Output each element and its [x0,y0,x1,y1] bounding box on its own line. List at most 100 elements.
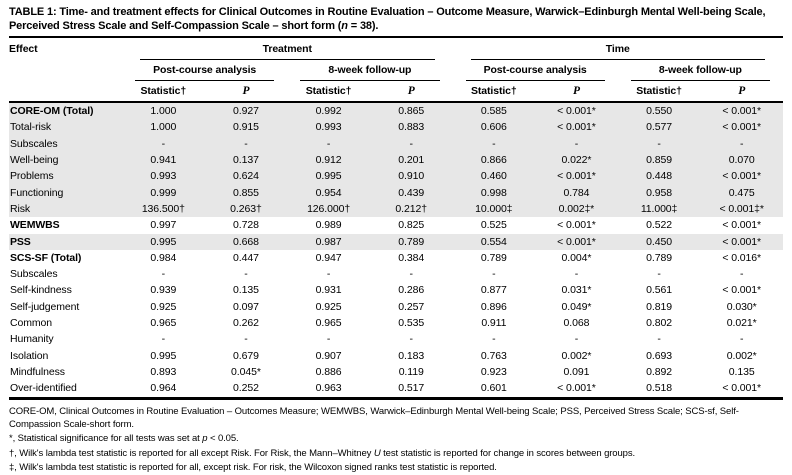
subgroup-treatment-postcourse: Post-course analysis [122,60,287,82]
cell-value: - [739,268,744,281]
table-title: TABLE 1: Time- and treatment effects for… [9,5,783,33]
footnote: †, Wilk's lambda test statistic is repor… [9,447,783,460]
cell-value: 10.000‡ [475,202,513,215]
cell-value: - [161,268,166,281]
cell-value: 0.004* [561,251,592,264]
cell-value: 0.049* [561,300,592,313]
cell-value: 0.866 [480,154,507,167]
table-row: Total-risk 1.000 0.915 0.993 0.883 0.606 < 0.0… [9,119,783,136]
cell-value: 0.252 [204,380,288,400]
subgroup-time-followup: 8-week follow-up [618,60,783,82]
row-label: Self-kindness [10,284,72,297]
table-title-text: Time- and treatment effects for Clinical… [9,6,766,33]
row-label: Isolation [10,349,49,362]
table-row: Self-kindness 0.939 0.135 0.931 0.286 0.877 0.… [9,282,783,298]
cell-value: 0.525 [480,219,507,232]
table-row: PSS 0.995 0.668 0.987 0.789 0.554 < 0.001* 0.45… [9,233,783,250]
cell-value: 0.002* [726,349,757,362]
cell-value: 0.183 [398,349,425,362]
table-row: WEMWBS 0.997 0.728 0.989 0.825 0.525 < 0.001* 0… [9,217,783,233]
footnote-text: p [202,433,208,445]
cell-value: 0.097 [233,300,259,313]
cell-value: 0.925 [150,300,177,313]
cell-value: 0.825 [398,219,425,232]
footnote-text: ‡, Wilk's lambda test statistic is repor… [9,462,497,474]
cell-value: 0.585 [480,105,507,118]
cell-value: - [326,333,331,346]
cell-value: 0.439 [398,186,425,199]
cell-value: 0.964 [122,380,205,400]
table-row: Isolation 0.995 0.679 0.907 0.183 0.763 0.002*… [9,348,783,364]
cell-value: 0.912 [315,154,342,167]
statistic-column-header: Statistic† [452,81,536,104]
footnote-text: U [373,447,381,459]
cell-value: 0.460 [480,170,507,183]
cell-value: - [244,333,248,346]
row-label: Common [10,317,52,330]
cell-value: 0.450 [646,235,672,248]
row-label: CORE-OM (Total) [10,105,94,118]
table-row: Common 0.965 0.262 0.965 0.535 0.911 0.068 0.80… [9,315,783,331]
cell-value: 0.892 [646,365,672,378]
cell-value: - [574,268,579,281]
cell-value: - [326,268,331,281]
statistic-column-header: Statistic† [122,81,205,104]
cell-value: 0.763 [480,349,507,362]
cell-value: 0.577 [646,121,672,134]
cell-value: 0.624 [233,170,259,183]
row-label: Functioning [10,186,64,199]
cell-value: 0.941 [150,154,177,167]
cell-value: < 0.001* [722,170,761,183]
cell-value: 0.954 [315,186,342,199]
row-label: Risk [10,202,31,215]
cell-value: 0.965 [150,317,177,330]
cell-value: - [574,333,579,346]
row-label: Subscales [10,268,58,281]
table-row: Humanity - - - - - - - - [9,331,783,347]
cell-value: < 0.001* [557,121,596,134]
cell-value: - [739,137,744,150]
row-label: Over-identified [9,380,122,400]
table-row: Mindfulness 0.893 0.045* 0.886 0.119 0.923 0.0… [9,364,783,380]
cell-value: 0.958 [646,186,672,199]
table-row: Problems 0.993 0.624 0.995 0.910 0.460 < 0.001… [9,168,783,185]
cell-value: 0.070 [728,154,755,167]
cell-value: 0.137 [233,154,259,167]
cell-value: 0.925 [315,300,342,313]
table-row: Self-judgement 0.925 0.097 0.925 0.257 0.896 0… [9,299,783,315]
row-label: WEMWBS [10,219,60,232]
cell-value: 0.997 [150,219,177,232]
row-label: Problems [10,170,54,183]
cell-value: - [574,137,579,150]
cell-value: 0.965 [315,317,342,330]
cell-value: < 0.016* [722,251,761,264]
cell-value: 0.550 [646,105,672,118]
cell-value: 0.984 [150,251,177,264]
cell-value: 0.995 [315,170,342,183]
cell-value: 0.855 [233,186,259,199]
table-row: Functioning 0.999 0.855 0.954 0.439 0.998 0.78… [9,184,783,201]
cell-value: 0.886 [315,365,342,378]
table-number-label: TABLE 1: [9,6,57,18]
cell-value: 0.789 [398,235,425,248]
table-row: Risk 136.500† 0.263† 126.000† 0.212† 10.000‡ 0… [9,200,783,218]
footnote: ‡, Wilk's lambda test statistic is repor… [9,461,783,474]
cell-value: 0.257 [398,300,425,313]
cell-value: 0.135 [728,365,755,378]
cell-value: 0.561 [646,284,672,297]
cell-value: < 0.001* [557,235,596,248]
footnote-text: < 0.05. [207,433,239,445]
cell-value: 0.993 [150,170,177,183]
cell-value: - [492,268,496,281]
cell-value: - [326,137,331,150]
cell-value: 0.987 [315,235,342,248]
cell-value: 0.135 [233,284,259,297]
cell-value: - [409,333,413,346]
cell-value: - [657,137,661,150]
cell-value: 0.896 [480,300,507,313]
cell-value: < 0.001* [557,170,596,183]
footnote-text: †, Wilk's lambda test statistic is repor… [9,447,374,459]
cell-value: 11.000‡ [640,202,678,215]
cell-value: - [161,333,166,346]
